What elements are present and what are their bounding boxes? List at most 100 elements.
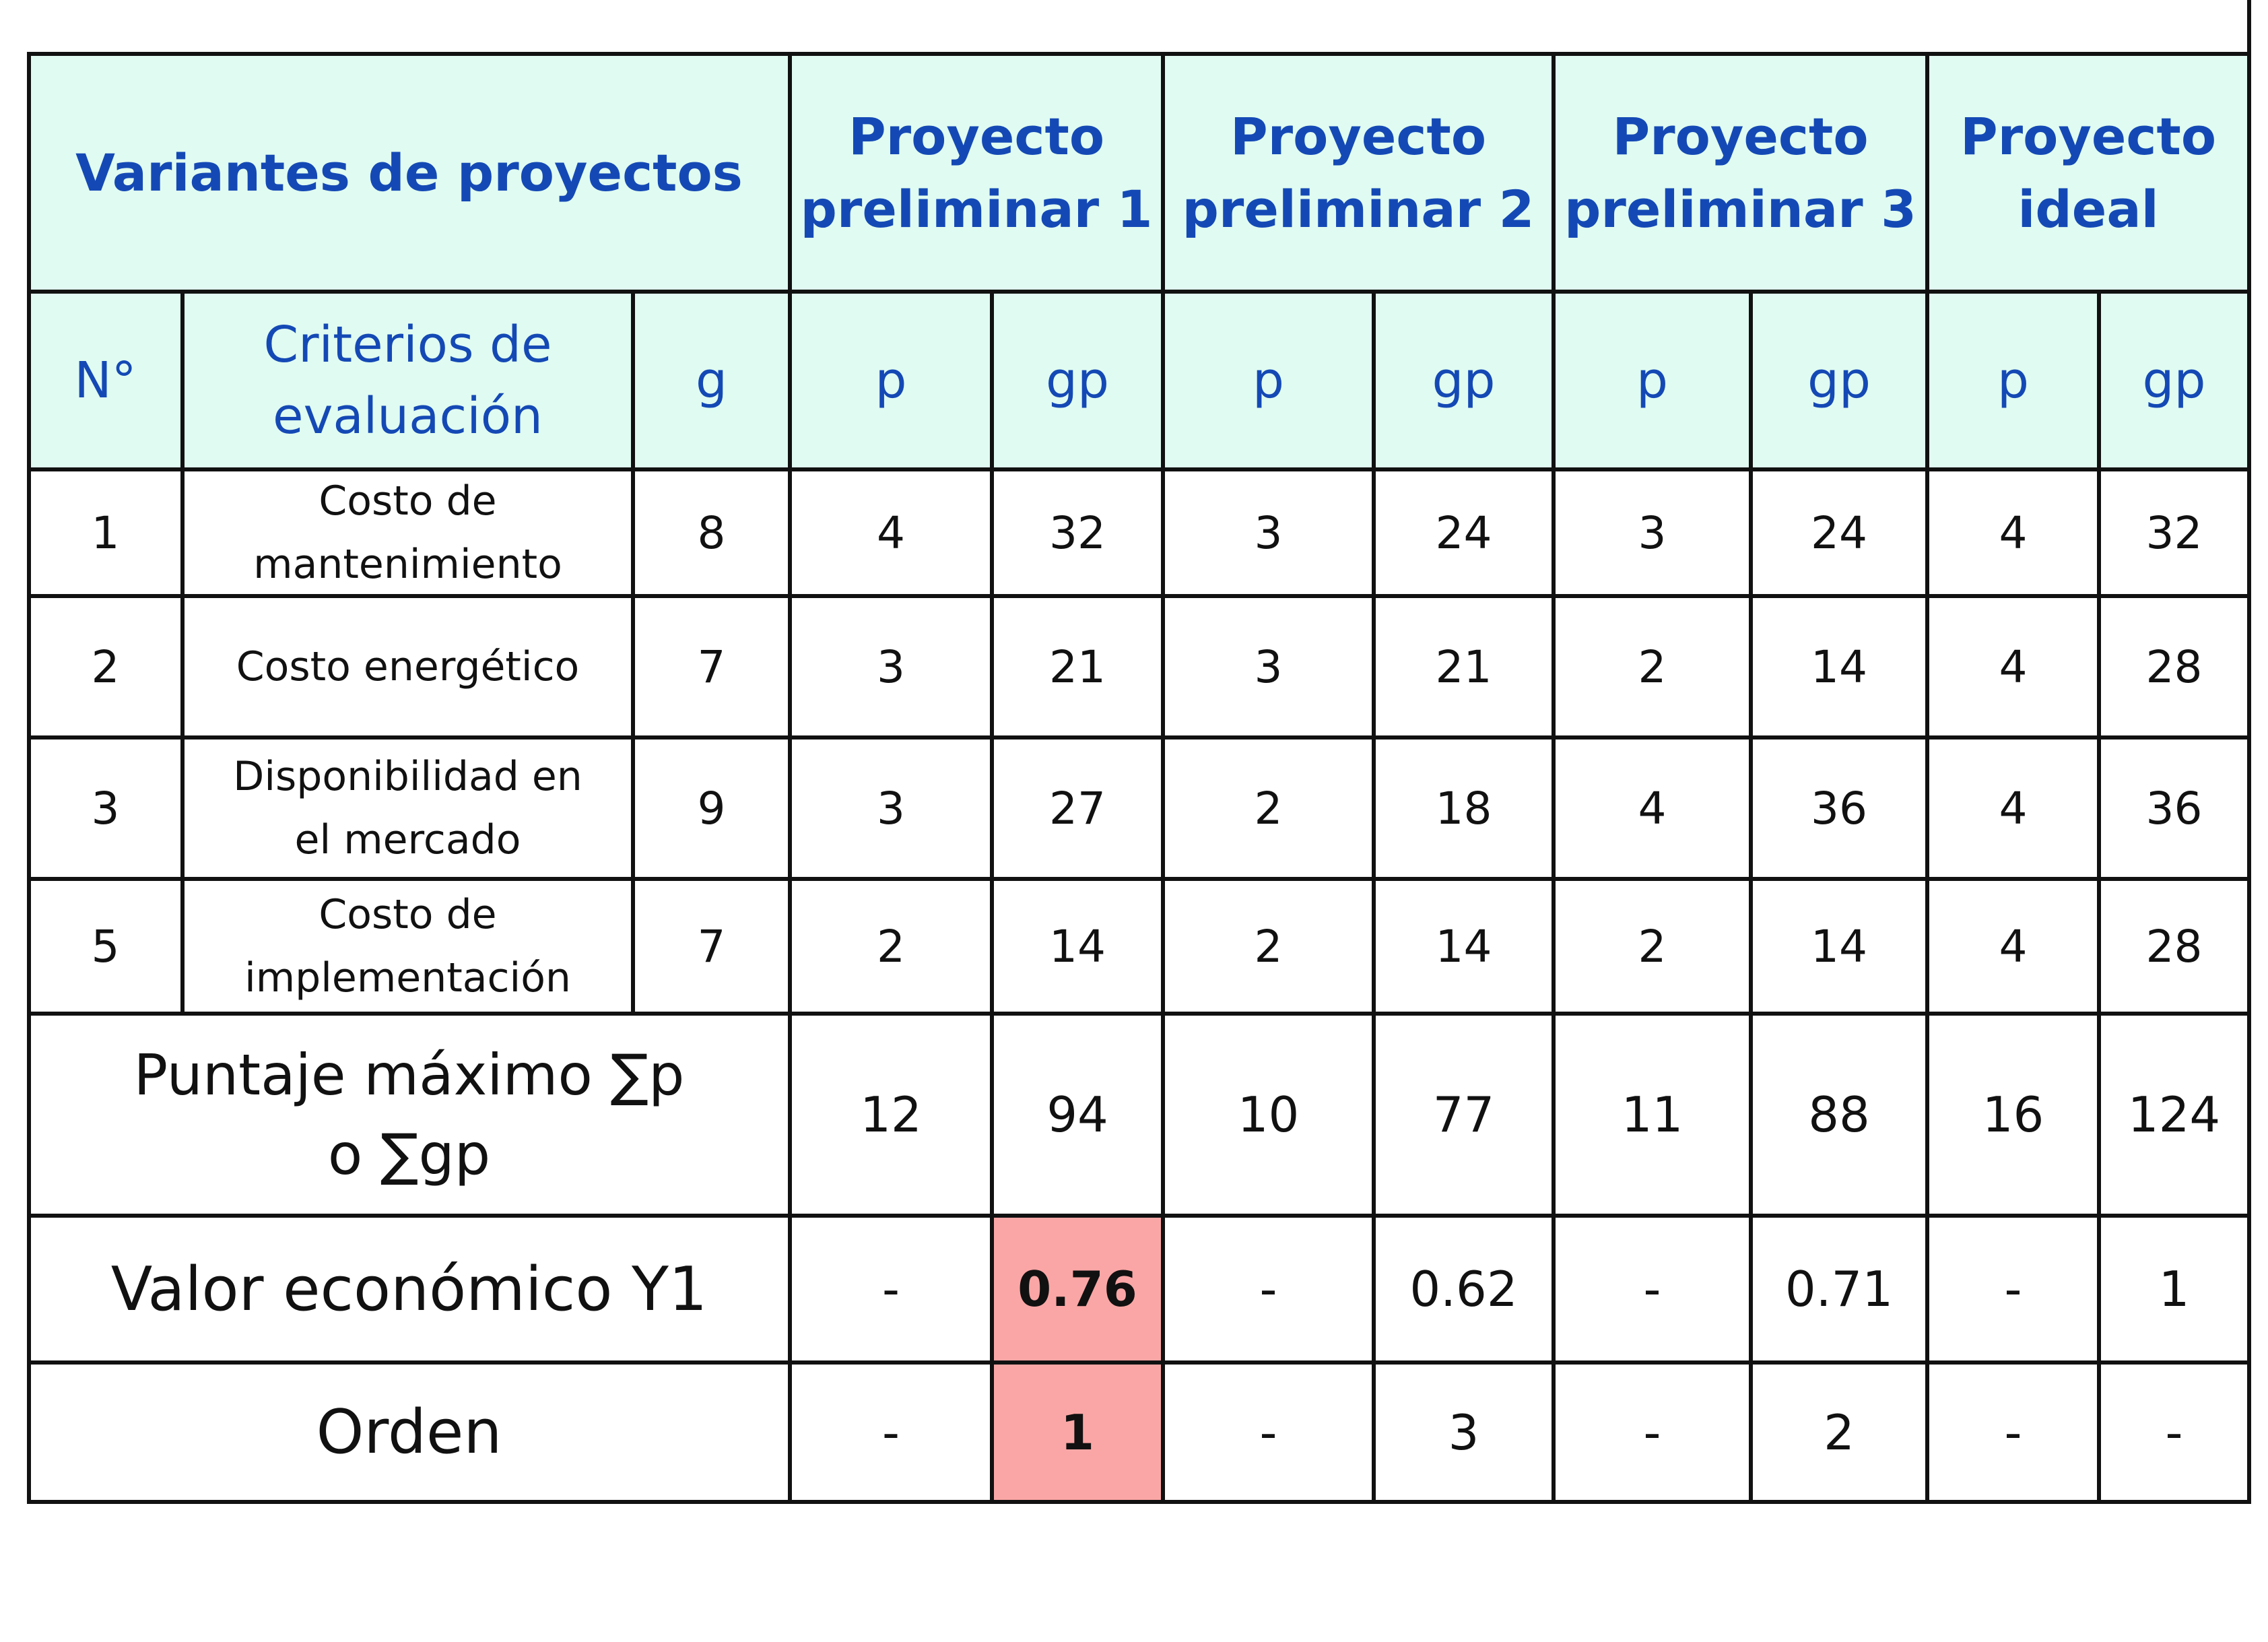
header-criteria: Criterios de evaluación xyxy=(182,292,633,469)
header-criteria-line2: evaluación xyxy=(273,387,543,445)
valor-value: - xyxy=(1259,1261,1277,1317)
gp-value: 24 xyxy=(1811,506,1867,559)
puntaje-p1: 12 xyxy=(790,1014,992,1216)
row-4-criteria: Costo de implementación xyxy=(182,879,633,1014)
row-2-g: 7 xyxy=(633,596,790,737)
row-1-gpi: 32 xyxy=(2099,469,2249,596)
grid-line xyxy=(28,467,2249,471)
header-gp-1: gp xyxy=(992,292,1163,469)
gp-value: 14 xyxy=(1049,920,1106,973)
puntaje-value: 11 xyxy=(1621,1086,1683,1143)
grid-line xyxy=(28,735,2249,740)
puntaje-p3: 11 xyxy=(1554,1014,1751,1216)
header-project-3-line2: preliminar 3 xyxy=(1564,178,1916,239)
row-4-num: 5 xyxy=(28,879,182,1014)
grid-line xyxy=(28,1012,2249,1016)
header-project-ideal: Proyecto ideal xyxy=(1927,54,2249,292)
puntaje-gp2: 77 xyxy=(1374,1014,1554,1216)
criteria-line2: el mercado xyxy=(294,816,521,863)
gp-value: 27 xyxy=(1049,782,1106,834)
row-2-p2: 3 xyxy=(1163,596,1374,737)
grid-line xyxy=(631,290,635,1014)
grid-line xyxy=(28,877,2249,881)
gp-value: 21 xyxy=(1049,641,1106,693)
row-3-p1: 3 xyxy=(790,737,992,879)
puntaje-gpi: 124 xyxy=(2099,1014,2249,1216)
row-1-p2: 3 xyxy=(1163,469,1374,596)
row-3-criteria: Disponibilidad en el mercado xyxy=(182,737,633,879)
puntaje-value: 88 xyxy=(1808,1086,1870,1143)
row-4-p1: 2 xyxy=(790,879,992,1014)
p-value: 4 xyxy=(877,506,905,559)
gp-value: 36 xyxy=(1811,782,1867,834)
header-num-label: N° xyxy=(74,352,137,409)
gp-value: 14 xyxy=(1435,920,1492,973)
header-project-1: Proyecto preliminar 1 xyxy=(790,54,1163,292)
puntaje-gp1: 94 xyxy=(992,1014,1163,1216)
row-4-gp2: 14 xyxy=(1374,879,1554,1014)
gp-value: 36 xyxy=(2145,782,2203,834)
grid-line xyxy=(180,290,185,1014)
row-3-pi: 4 xyxy=(1927,737,2099,879)
row-2-gp3: 14 xyxy=(1751,596,1927,737)
header-gp-label: gp xyxy=(1807,352,1871,409)
p-value: 3 xyxy=(1254,506,1283,559)
header-gp-ideal: gp xyxy=(2099,292,2249,469)
orden-value: - xyxy=(1643,1404,1661,1461)
puntaje-value: 16 xyxy=(1982,1086,2044,1143)
p-value: 2 xyxy=(1254,782,1283,834)
grid-line xyxy=(1552,52,1556,1504)
p-value: 3 xyxy=(877,641,905,693)
header-gp-label: gp xyxy=(2142,352,2206,409)
row-num-value: 2 xyxy=(91,641,120,693)
header-project-1-line1: Proyecto xyxy=(848,106,1105,166)
grid-line xyxy=(788,52,792,1504)
grid-line xyxy=(1925,52,1929,1504)
grid-line xyxy=(28,1214,2249,1218)
p-value: 3 xyxy=(1254,641,1283,693)
header-gp-label: gp xyxy=(1046,352,1109,409)
gp-value: 14 xyxy=(1811,920,1867,973)
header-gp-label: gp xyxy=(1432,352,1496,409)
orden-value: 2 xyxy=(1824,1404,1855,1461)
puntaje-pi: 16 xyxy=(1927,1014,2099,1216)
valor-gp3: 0.71 xyxy=(1751,1216,1927,1362)
orden-value-highlighted: 1 xyxy=(1060,1404,1095,1461)
header-p-3: p xyxy=(1554,292,1751,469)
p-value: 2 xyxy=(877,920,905,973)
g-value: 7 xyxy=(697,641,726,693)
header-p-label: p xyxy=(1253,352,1284,409)
valor-value: - xyxy=(882,1261,900,1317)
criteria-line2: implementación xyxy=(244,954,571,1001)
header-project-2-line2: preliminar 2 xyxy=(1182,178,1535,239)
criteria-line1: Disponibilidad en xyxy=(233,753,582,800)
row-2-p3: 2 xyxy=(1554,596,1751,737)
p-value: 4 xyxy=(1638,782,1667,834)
row-2-gp1: 21 xyxy=(992,596,1163,737)
valor-value: - xyxy=(1643,1261,1661,1317)
header-p-label: p xyxy=(1636,352,1668,409)
header-g-label: g xyxy=(696,352,727,409)
row-2-pi: 4 xyxy=(1927,596,2099,737)
row-2-num: 2 xyxy=(28,596,182,737)
row-2-p1: 3 xyxy=(790,596,992,737)
header-project-2: Proyecto preliminar 2 xyxy=(1163,54,1554,292)
header-project-ideal-line2: ideal xyxy=(2017,178,2159,239)
row-2-criteria: Costo energético xyxy=(182,596,633,737)
puntaje-line2: o ∑gp xyxy=(327,1121,491,1187)
header-criteria-line1: Criterios de xyxy=(263,316,552,374)
p-value: 4 xyxy=(1999,920,2028,973)
puntaje-value: 12 xyxy=(860,1086,922,1143)
header-p-label: p xyxy=(1997,352,2029,409)
grid-line xyxy=(990,290,994,1504)
orden-gp2: 3 xyxy=(1374,1362,1554,1502)
g-value: 8 xyxy=(697,506,726,559)
header-gp-3: gp xyxy=(1751,292,1927,469)
p-value: 3 xyxy=(877,782,905,834)
row-1-p3: 3 xyxy=(1554,469,1751,596)
valor-label: Valor económico Y1 xyxy=(28,1216,790,1362)
orden-gpi: - xyxy=(2099,1362,2249,1502)
header-variantes-label: Variantes de proyectos xyxy=(75,142,743,203)
puntaje-label: Puntaje máximo ∑p o ∑gp xyxy=(28,1014,790,1216)
orden-p2: - xyxy=(1163,1362,1374,1502)
